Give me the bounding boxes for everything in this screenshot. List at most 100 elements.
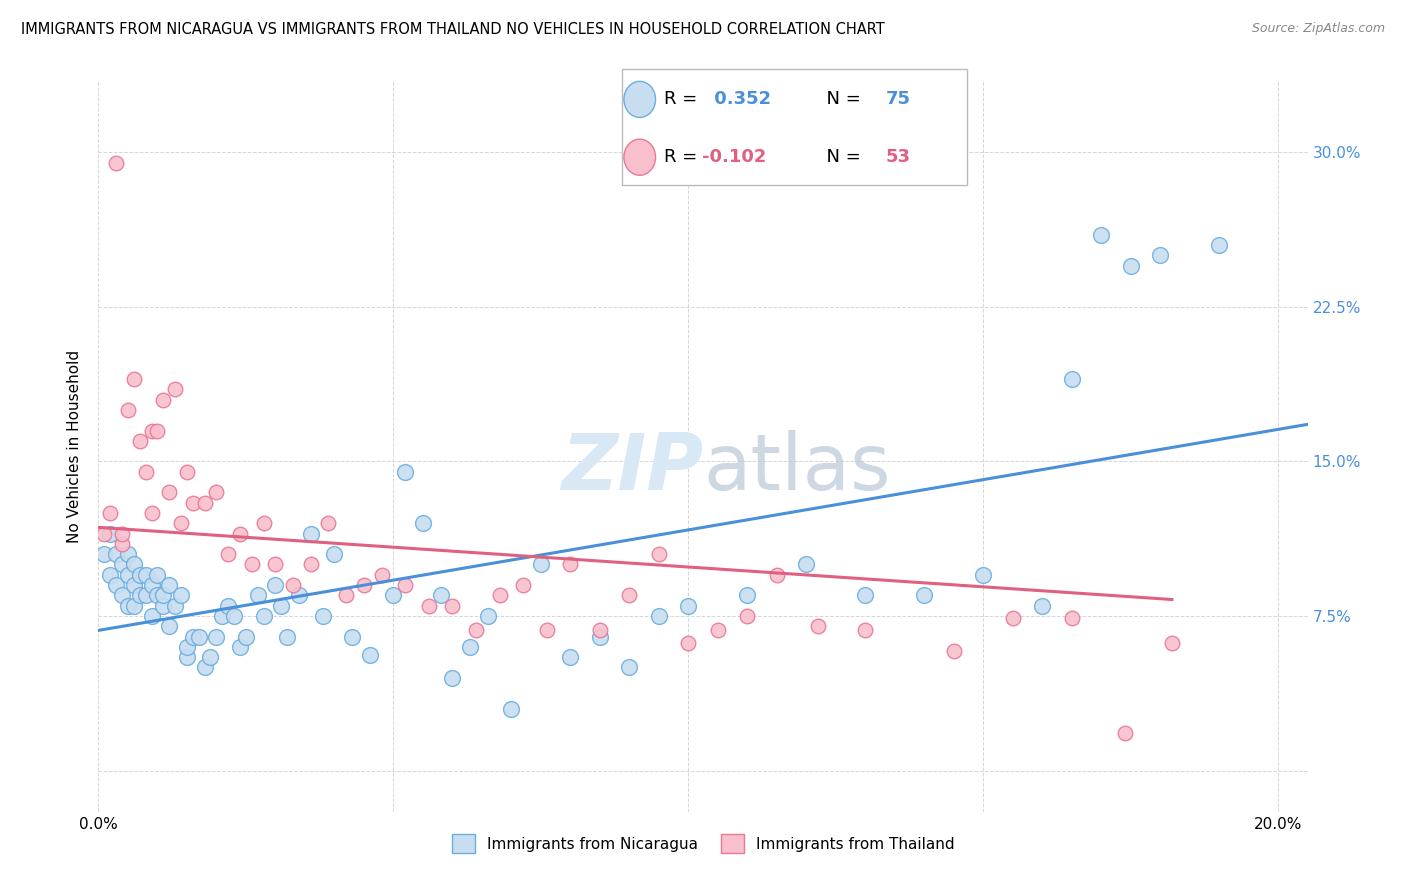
Point	[117, 599, 139, 613]
Point	[194, 660, 217, 674]
Point	[281, 578, 304, 592]
Point	[382, 588, 405, 602]
Point	[122, 599, 145, 613]
Point	[418, 599, 440, 613]
Legend: Immigrants from Nicaragua, Immigrants from Thailand: Immigrants from Nicaragua, Immigrants fr…	[446, 828, 960, 859]
Point	[619, 588, 641, 602]
Point	[1060, 611, 1083, 625]
Point	[560, 558, 582, 572]
Point	[477, 609, 499, 624]
Point	[122, 558, 145, 572]
Point	[117, 567, 139, 582]
Point	[141, 424, 163, 438]
Point	[98, 506, 121, 520]
Point	[299, 558, 322, 572]
Point	[530, 558, 553, 572]
Point	[276, 630, 298, 644]
Point	[318, 516, 340, 531]
Point	[853, 588, 876, 602]
Point	[972, 567, 994, 582]
Text: -0.102: -0.102	[702, 148, 766, 166]
Text: N =: N =	[815, 90, 868, 109]
Point	[229, 640, 252, 654]
Point	[117, 547, 139, 561]
Point	[299, 526, 322, 541]
Point	[93, 526, 115, 541]
Point	[1114, 726, 1136, 740]
Text: 53: 53	[886, 148, 911, 166]
Point	[105, 155, 128, 169]
Point	[412, 516, 434, 531]
Point	[512, 578, 534, 592]
Point	[128, 588, 150, 602]
Point	[135, 465, 157, 479]
Text: N =: N =	[815, 148, 868, 166]
Point	[229, 526, 252, 541]
Text: R =: R =	[664, 90, 703, 109]
Point	[146, 424, 169, 438]
Point	[152, 599, 174, 613]
Point	[200, 650, 222, 665]
Point	[288, 588, 311, 602]
Point	[311, 609, 333, 624]
Point	[912, 588, 935, 602]
Point	[122, 372, 145, 386]
Point	[853, 624, 876, 638]
Point	[1208, 238, 1230, 252]
Point	[135, 588, 157, 602]
Point	[394, 578, 416, 592]
Point	[98, 526, 121, 541]
Point	[1031, 599, 1053, 613]
Point	[111, 558, 134, 572]
Point	[394, 465, 416, 479]
Point	[165, 382, 187, 396]
Point	[146, 588, 169, 602]
Point	[240, 558, 263, 572]
Ellipse shape	[624, 139, 655, 175]
Point	[194, 496, 217, 510]
Point	[205, 485, 228, 500]
Point	[353, 578, 375, 592]
Y-axis label: No Vehicles in Household: No Vehicles in Household	[67, 350, 83, 542]
Point	[205, 630, 228, 644]
Point	[1161, 636, 1184, 650]
Point	[187, 630, 209, 644]
Point	[735, 609, 758, 624]
Point	[98, 567, 121, 582]
FancyBboxPatch shape	[621, 70, 967, 185]
Point	[340, 630, 363, 644]
Text: ZIP: ZIP	[561, 430, 703, 506]
Point	[111, 537, 134, 551]
Point	[111, 526, 134, 541]
Point	[105, 547, 128, 561]
Point	[217, 547, 239, 561]
Point	[146, 567, 169, 582]
Point	[165, 599, 187, 613]
Point	[222, 609, 245, 624]
Point	[181, 496, 204, 510]
Point	[122, 578, 145, 592]
Point	[370, 567, 392, 582]
Point	[111, 588, 134, 602]
Point	[359, 648, 381, 662]
Point	[211, 609, 233, 624]
Point	[141, 506, 163, 520]
Point	[619, 660, 641, 674]
Point	[464, 624, 486, 638]
Point	[252, 516, 274, 531]
Point	[1060, 372, 1083, 386]
Point	[181, 630, 204, 644]
Point	[135, 567, 157, 582]
Ellipse shape	[624, 81, 655, 118]
Point	[678, 636, 700, 650]
Point	[536, 624, 558, 638]
Point	[217, 599, 239, 613]
Point	[141, 609, 163, 624]
Point	[128, 434, 150, 448]
Text: IMMIGRANTS FROM NICARAGUA VS IMMIGRANTS FROM THAILAND NO VEHICLES IN HOUSEHOLD C: IMMIGRANTS FROM NICARAGUA VS IMMIGRANTS …	[21, 22, 884, 37]
Point	[501, 702, 523, 716]
Point	[264, 578, 287, 592]
Point	[488, 588, 510, 602]
Point	[458, 640, 481, 654]
Text: 0.352: 0.352	[709, 90, 772, 109]
